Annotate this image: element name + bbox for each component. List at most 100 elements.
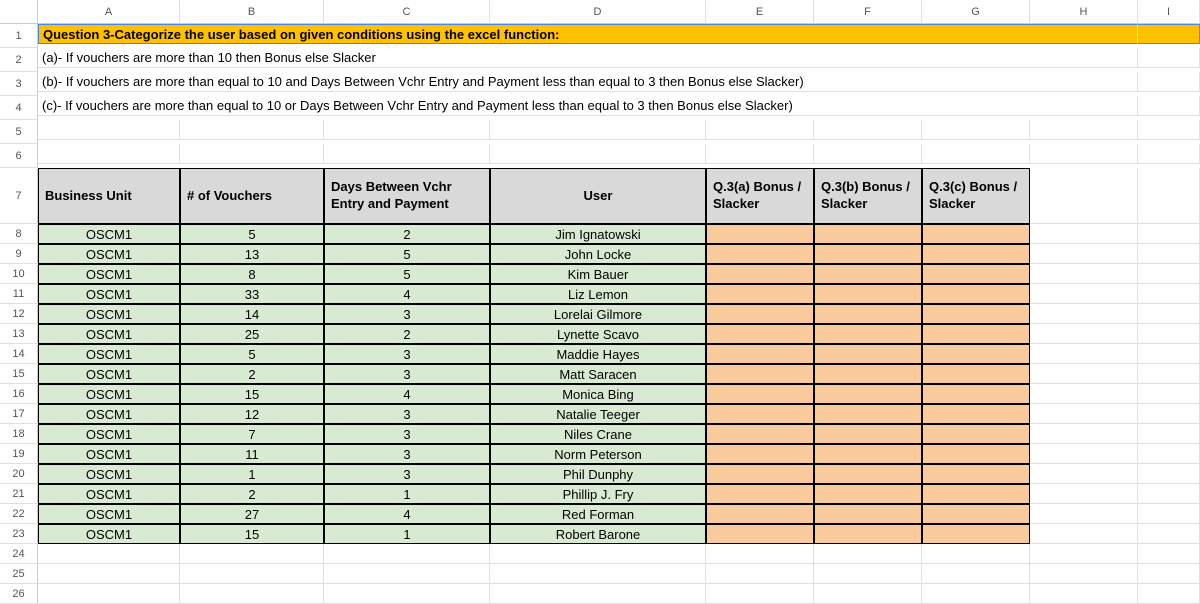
cell-bu-18[interactable]: OSCM1 (38, 424, 180, 444)
cell-D26[interactable] (490, 584, 706, 604)
row-header-21[interactable]: 21 (0, 484, 38, 504)
cell-C26[interactable] (324, 584, 490, 604)
row-header-25[interactable]: 25 (0, 564, 38, 584)
cell-days-22[interactable]: 4 (324, 504, 490, 524)
cell-H17[interactable] (1030, 404, 1138, 424)
cell-D25[interactable] (490, 564, 706, 584)
cell-q3b-17[interactable] (814, 404, 922, 424)
cell-H15[interactable] (1030, 364, 1138, 384)
cell-H12[interactable] (1030, 304, 1138, 324)
row-header-23[interactable]: 23 (0, 524, 38, 544)
cell-user-13[interactable]: Lynette Scavo (490, 324, 706, 344)
cell-user-21[interactable]: Phillip J. Fry (490, 484, 706, 504)
row-header-1[interactable]: 1 (0, 24, 38, 48)
cell-q3a-21[interactable] (706, 484, 814, 504)
condition-a[interactable]: (a)- If vouchers are more than 10 then B… (38, 48, 1138, 68)
cell-H26[interactable] (1030, 584, 1138, 604)
cell-user-9[interactable]: John Locke (490, 244, 706, 264)
cell-q3a-20[interactable] (706, 464, 814, 484)
row-header-7[interactable]: 7 (0, 168, 38, 224)
row-header-12[interactable]: 12 (0, 304, 38, 324)
cell-user-19[interactable]: Norm Peterson (490, 444, 706, 464)
cell-user-10[interactable]: Kim Bauer (490, 264, 706, 284)
cell-q3b-8[interactable] (814, 224, 922, 244)
cell-bu-15[interactable]: OSCM1 (38, 364, 180, 384)
cell-vouchers-16[interactable]: 15 (180, 384, 324, 404)
cell-G6[interactable] (922, 144, 1030, 164)
cell-F24[interactable] (814, 544, 922, 564)
cell-C5[interactable] (324, 120, 490, 140)
cell-I12[interactable] (1138, 304, 1200, 324)
condition-b[interactable]: (b)- If vouchers are more than equal to … (38, 72, 1138, 92)
cell-A26[interactable] (38, 584, 180, 604)
cell-vouchers-18[interactable]: 7 (180, 424, 324, 444)
cell-user-22[interactable]: Red Forman (490, 504, 706, 524)
cell-q3b-10[interactable] (814, 264, 922, 284)
th-business-unit[interactable]: Business Unit (38, 168, 180, 224)
cell-days-9[interactable]: 5 (324, 244, 490, 264)
cell-vouchers-13[interactable]: 25 (180, 324, 324, 344)
cell-q3b-18[interactable] (814, 424, 922, 444)
cell-q3a-14[interactable] (706, 344, 814, 364)
cell-A5[interactable] (38, 120, 180, 140)
question-bar[interactable]: Question 3-Categorize the user based on … (38, 24, 1138, 44)
cell-q3c-15[interactable] (922, 364, 1030, 384)
cell-I26[interactable] (1138, 584, 1200, 604)
cell-days-10[interactable]: 5 (324, 264, 490, 284)
cell-days-11[interactable]: 4 (324, 284, 490, 304)
row-header-17[interactable]: 17 (0, 404, 38, 424)
cell-q3a-12[interactable] (706, 304, 814, 324)
cell-D24[interactable] (490, 544, 706, 564)
cell-I3[interactable] (1138, 72, 1200, 92)
cell-I17[interactable] (1138, 404, 1200, 424)
cell-bu-20[interactable]: OSCM1 (38, 464, 180, 484)
cell-I6[interactable] (1138, 144, 1200, 164)
cell-q3b-13[interactable] (814, 324, 922, 344)
cell-F5[interactable] (814, 120, 922, 140)
cell-bu-10[interactable]: OSCM1 (38, 264, 180, 284)
cell-q3b-11[interactable] (814, 284, 922, 304)
cell-B6[interactable] (180, 144, 324, 164)
cell-q3a-10[interactable] (706, 264, 814, 284)
cell-vouchers-17[interactable]: 12 (180, 404, 324, 424)
cell-bu-17[interactable]: OSCM1 (38, 404, 180, 424)
select-all-corner[interactable] (0, 0, 38, 24)
row-header-24[interactable]: 24 (0, 544, 38, 564)
cell-vouchers-22[interactable]: 27 (180, 504, 324, 524)
cell-I22[interactable] (1138, 504, 1200, 524)
cell-user-15[interactable]: Matt Saracen (490, 364, 706, 384)
cell-H18[interactable] (1030, 424, 1138, 444)
row-header-2[interactable]: 2 (0, 48, 38, 72)
cell-H10[interactable] (1030, 264, 1138, 284)
cell-q3a-15[interactable] (706, 364, 814, 384)
cell-days-15[interactable]: 3 (324, 364, 490, 384)
cell-G5[interactable] (922, 120, 1030, 140)
cell-q3c-14[interactable] (922, 344, 1030, 364)
cell-q3b-22[interactable] (814, 504, 922, 524)
th-q3b[interactable]: Q.3(b) Bonus / Slacker (814, 168, 922, 224)
row-header-3[interactable]: 3 (0, 72, 38, 96)
cell-bu-23[interactable]: OSCM1 (38, 524, 180, 544)
cell-q3b-19[interactable] (814, 444, 922, 464)
cell-user-17[interactable]: Natalie Teeger (490, 404, 706, 424)
cell-bu-22[interactable]: OSCM1 (38, 504, 180, 524)
col-header-C[interactable]: C (324, 0, 490, 24)
cell-G26[interactable] (922, 584, 1030, 604)
cell-q3c-18[interactable] (922, 424, 1030, 444)
cell-q3a-8[interactable] (706, 224, 814, 244)
cell-C24[interactable] (324, 544, 490, 564)
cell-bu-21[interactable]: OSCM1 (38, 484, 180, 504)
cell-I4[interactable] (1138, 96, 1200, 116)
cell-bu-9[interactable]: OSCM1 (38, 244, 180, 264)
cell-F6[interactable] (814, 144, 922, 164)
cell-user-11[interactable]: Liz Lemon (490, 284, 706, 304)
cell-vouchers-9[interactable]: 13 (180, 244, 324, 264)
cell-I21[interactable] (1138, 484, 1200, 504)
th-days-between[interactable]: Days Between Vchr Entry and Payment (324, 168, 490, 224)
row-header-11[interactable]: 11 (0, 284, 38, 304)
cell-I8[interactable] (1138, 224, 1200, 244)
cell-G24[interactable] (922, 544, 1030, 564)
cell-I11[interactable] (1138, 284, 1200, 304)
cell-H24[interactable] (1030, 544, 1138, 564)
cell-q3c-8[interactable] (922, 224, 1030, 244)
